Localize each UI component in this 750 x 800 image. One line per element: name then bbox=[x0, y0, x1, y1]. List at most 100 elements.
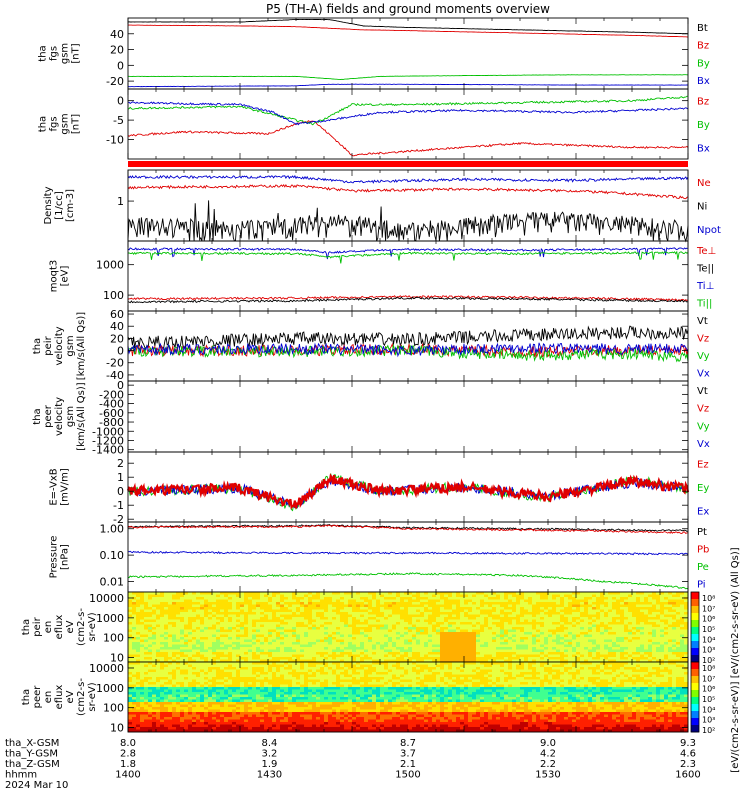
spectrogram-cell bbox=[556, 632, 561, 635]
spectrogram-cell bbox=[448, 649, 453, 653]
spectrogram-cell bbox=[424, 632, 429, 635]
spectrogram-cell bbox=[380, 612, 385, 615]
spectrogram-cell bbox=[420, 617, 425, 620]
spectrogram-cell bbox=[264, 647, 269, 650]
spectrogram-cell bbox=[484, 624, 489, 628]
spectrogram-cell bbox=[428, 617, 433, 620]
spectrogram-cell bbox=[184, 714, 189, 718]
spectrogram-cell bbox=[408, 629, 413, 633]
spectrogram-cell bbox=[148, 642, 153, 645]
spectrogram-cell bbox=[244, 652, 249, 655]
spectrogram-cell bbox=[612, 622, 617, 625]
spectrogram-cell bbox=[168, 709, 173, 713]
series-line-Te⊥ bbox=[127, 294, 689, 302]
spectrogram-cell bbox=[164, 594, 169, 598]
spectrogram-cell bbox=[304, 624, 309, 628]
spectrogram-cell bbox=[592, 624, 597, 628]
spectrogram-cell bbox=[632, 647, 637, 650]
spectrogram-cell bbox=[160, 699, 165, 703]
spectrogram-cell bbox=[136, 677, 141, 680]
spectrogram-cell bbox=[568, 654, 573, 658]
spectrogram-cell bbox=[180, 634, 185, 638]
spectrogram-cell bbox=[156, 679, 161, 683]
spectrogram-cell bbox=[208, 627, 213, 630]
spectrogram-cell bbox=[308, 644, 313, 648]
spectrogram-cell bbox=[548, 654, 553, 658]
spectrogram-cell bbox=[344, 647, 349, 650]
series-line-Te|| bbox=[127, 296, 689, 304]
spectrogram-cell bbox=[228, 617, 233, 620]
spectrogram-cell bbox=[348, 654, 353, 658]
spectrogram-cell bbox=[580, 622, 585, 625]
spectrogram-cell bbox=[504, 624, 509, 628]
spectrogram-cell bbox=[452, 619, 457, 623]
spectrogram-cell bbox=[512, 657, 517, 660]
spectrogram-cell bbox=[456, 612, 461, 615]
spectrogram-cell bbox=[496, 617, 501, 620]
spectrogram-cell bbox=[132, 684, 137, 688]
spectrogram-cell bbox=[580, 604, 585, 608]
spectrogram-cell bbox=[272, 634, 277, 638]
spectrogram-cell bbox=[164, 697, 169, 700]
spectrogram-cell bbox=[244, 592, 249, 595]
spectrogram-cell bbox=[388, 639, 393, 643]
spectrogram-cell bbox=[396, 594, 401, 598]
spectrogram-cell bbox=[348, 634, 353, 638]
spectrogram-cell bbox=[616, 652, 621, 655]
spectrogram-cell bbox=[128, 662, 133, 665]
spectrogram-cell bbox=[312, 614, 317, 618]
spectrogram-cell bbox=[328, 627, 333, 630]
spectrogram-cell bbox=[664, 632, 669, 635]
spectrogram-cell bbox=[256, 622, 261, 625]
spectrogram-cell bbox=[212, 629, 217, 633]
spectrogram-cell bbox=[128, 699, 133, 703]
spectrogram-cell bbox=[328, 594, 333, 598]
legend-entry: Pe bbox=[697, 562, 709, 573]
spectrogram-cell bbox=[132, 649, 137, 653]
spectrogram-cell bbox=[652, 659, 657, 663]
spectrogram-cell bbox=[232, 654, 237, 658]
spectrogram-cell bbox=[524, 619, 529, 623]
spectrogram-cell bbox=[168, 597, 173, 600]
spectrogram-cell bbox=[604, 634, 609, 638]
spectrogram-cell bbox=[320, 619, 325, 623]
spectrogram-cell bbox=[536, 624, 541, 628]
spectrogram-cell bbox=[668, 614, 673, 618]
spectrogram-cell bbox=[616, 604, 621, 608]
spectrogram-cell bbox=[172, 602, 177, 605]
spectrogram-cell bbox=[432, 634, 437, 638]
spectrogram-cell bbox=[464, 657, 469, 660]
spectrogram-cell bbox=[204, 634, 209, 638]
spectrogram-cell bbox=[140, 672, 145, 675]
spectrogram-cell bbox=[288, 604, 293, 608]
spectrogram-cell bbox=[476, 634, 481, 638]
spectrogram-cell bbox=[584, 634, 589, 638]
spectrogram-cell bbox=[616, 619, 621, 623]
spectrogram-cell bbox=[676, 649, 681, 653]
spectrogram-cell bbox=[280, 614, 285, 618]
spectrogram-cell bbox=[496, 594, 501, 598]
spectrogram-cell bbox=[268, 657, 273, 660]
spectrogram-cell bbox=[572, 657, 577, 660]
spectrogram-cell bbox=[420, 642, 425, 645]
spectrogram-cell bbox=[560, 649, 565, 653]
spectrogram-cell bbox=[200, 632, 205, 635]
spectrogram-cell bbox=[184, 617, 189, 620]
y-axis-label: [nT] bbox=[71, 43, 82, 63]
spectrogram-cell bbox=[168, 697, 173, 700]
spectrogram-cell bbox=[444, 657, 449, 660]
spectrogram-cell bbox=[352, 657, 357, 660]
spectrogram-cell bbox=[504, 629, 509, 633]
spectrogram-cell bbox=[576, 614, 581, 618]
spectrogram-cell bbox=[596, 657, 601, 660]
spectrogram-cell bbox=[156, 699, 161, 703]
spectrogram-cell bbox=[188, 624, 193, 628]
spectrogram-cell bbox=[644, 639, 649, 643]
spectrogram-cell bbox=[496, 597, 501, 600]
spectrogram-cell bbox=[508, 627, 513, 630]
spectrogram-cell bbox=[328, 619, 333, 623]
spectrogram-cell bbox=[168, 699, 173, 703]
spectrogram-cell bbox=[596, 634, 601, 638]
spectrogram-cell bbox=[388, 627, 393, 630]
spectrogram-cell bbox=[420, 609, 425, 613]
